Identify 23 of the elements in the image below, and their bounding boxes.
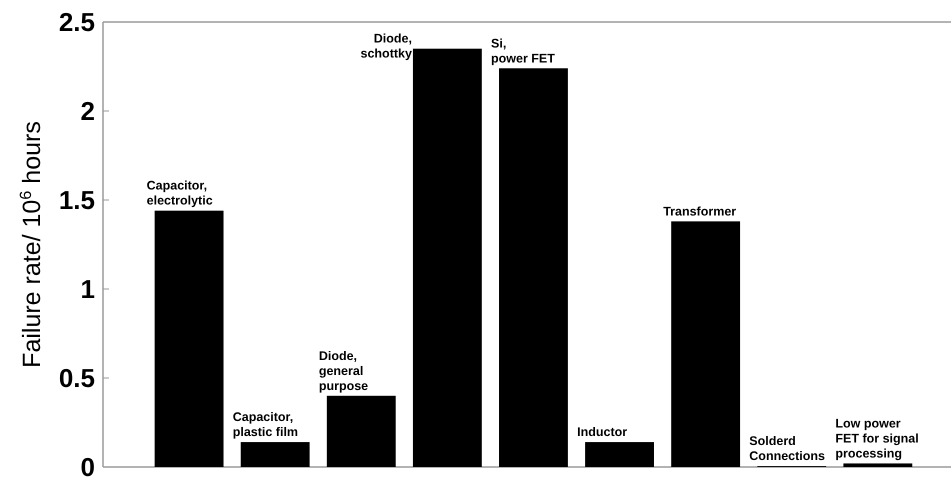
x-tick-label: Si, power FET <box>491 36 556 66</box>
bar <box>412 48 482 467</box>
y-tick-label: 0 <box>80 452 95 480</box>
bar <box>843 463 912 467</box>
x-tick-label: Inductor <box>577 425 628 440</box>
bar <box>671 221 740 467</box>
x-tick-label: Transformer <box>663 204 736 218</box>
x-tick-label: Capacitor, electrolytic <box>146 178 213 208</box>
bar <box>585 442 654 467</box>
x-tick-label: Diode, schottky <box>360 32 412 61</box>
y-tick-label: 2.5 <box>58 7 95 38</box>
x-tick-label: Solderd Connections <box>749 434 826 464</box>
bar <box>499 68 568 467</box>
x-tick-label: Low power FET for signal processing <box>835 416 919 460</box>
y-tick-label: 1.5 <box>58 185 95 216</box>
bar <box>326 396 396 467</box>
y-tick-label: 2 <box>80 96 95 126</box>
x-tick-label: Diode, general purpose <box>318 348 368 393</box>
y-tick-label: 0.5 <box>58 363 95 394</box>
y-tick-label: 1 <box>80 274 95 304</box>
bar <box>154 210 224 467</box>
x-tick-label: Capacitor, plastic film <box>232 410 298 440</box>
bar <box>240 442 310 467</box>
